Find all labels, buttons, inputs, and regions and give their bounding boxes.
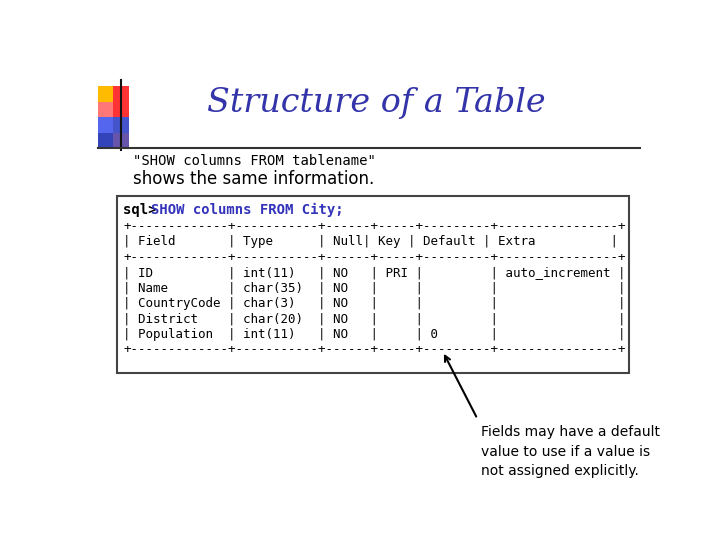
Bar: [113, 117, 129, 132]
Bar: [98, 117, 113, 132]
Text: Structure of a Table: Structure of a Table: [207, 87, 546, 119]
Text: SHOW columns FROM City;: SHOW columns FROM City;: [151, 202, 344, 217]
Text: sql>: sql>: [123, 202, 165, 217]
Text: shows the same information.: shows the same information.: [132, 170, 374, 188]
Text: | Population  | int(11)   | NO   |     | 0       |                |: | Population | int(11) | NO | | 0 | |: [123, 328, 626, 341]
Text: +-------------+-----------+------+-----+---------+----------------+: +-------------+-----------+------+-----+…: [123, 251, 626, 264]
Text: | ID          | int(11)   | NO   | PRI |         | auto_increment |: | ID | int(11) | NO | PRI | | auto_incre…: [123, 266, 626, 279]
Bar: [113, 102, 129, 117]
Text: | Field       | Type      | Null| Key | Default | Extra          |: | Field | Type | Null| Key | Default | E…: [123, 235, 618, 248]
Text: +-------------+-----------+------+-----+---------+----------------+: +-------------+-----------+------+-----+…: [123, 343, 626, 356]
Bar: [98, 132, 113, 148]
Text: "SHOW columns FROM tablename": "SHOW columns FROM tablename": [132, 154, 376, 168]
Text: | District    | char(20)  | NO   |     |         |                |: | District | char(20) | NO | | | |: [123, 313, 626, 326]
Bar: [113, 86, 129, 102]
Bar: [98, 86, 113, 102]
Text: | Name        | char(35)  | NO   |     |         |                |: | Name | char(35) | NO | | | |: [123, 281, 626, 295]
Text: +-------------+-----------+------+-----+---------+----------------+: +-------------+-----------+------+-----+…: [123, 220, 626, 233]
Bar: [98, 102, 113, 117]
Text: Fields may have a default
value to use if a value is
not assigned explicitly.: Fields may have a default value to use i…: [482, 425, 660, 478]
Text: | CountryCode | char(3)   | NO   |     |         |                |: | CountryCode | char(3) | NO | | | |: [123, 297, 626, 310]
Bar: [117, 195, 629, 373]
Bar: [113, 132, 129, 148]
